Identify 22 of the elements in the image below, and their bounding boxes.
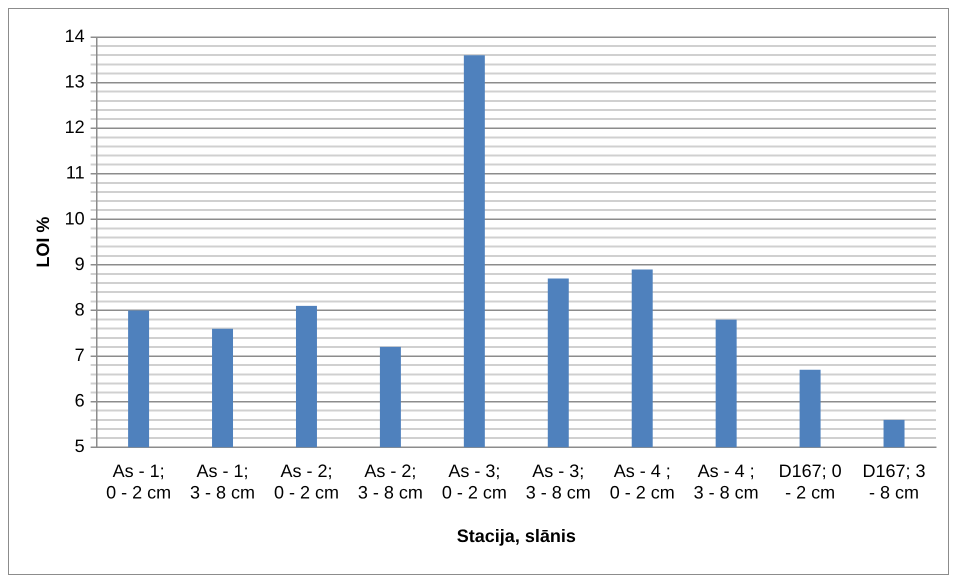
y-tick-label: 14 xyxy=(64,26,85,46)
x-axis-title: Stacija, slānis xyxy=(456,526,576,546)
y-tick-label: 7 xyxy=(74,345,85,366)
x-tick-label: As - 3; 0 - 2 cm xyxy=(442,460,507,503)
y-tick-label: 12 xyxy=(64,117,85,138)
y-tick-label: 6 xyxy=(74,390,85,411)
x-tick-label: As - 2; 0 - 2 cm xyxy=(274,460,339,503)
x-tick-label: As - 3; 3 - 8 cm xyxy=(526,460,591,503)
y-tick-label: 11 xyxy=(66,162,85,183)
x-tick-label: D167; 3 - 8 cm xyxy=(862,460,926,503)
y-axis-title: LOI % xyxy=(32,216,53,268)
x-tick-label: As - 4 ; 3 - 8 cm xyxy=(694,460,759,503)
y-tick-label: 8 xyxy=(74,299,85,320)
x-tick-label: As - 2; 3 - 8 cm xyxy=(358,460,423,503)
x-tick-label: As - 1; 3 - 8 cm xyxy=(190,460,256,503)
x-tick-label: As - 4 ; 0 - 2 cm xyxy=(610,460,675,503)
y-tick-label: 9 xyxy=(74,254,85,274)
y-tick-label: 10 xyxy=(64,208,85,228)
y-tick-label: 13 xyxy=(64,72,85,92)
x-tick-label: As - 1; 0 - 2 cm xyxy=(106,460,172,503)
y-tick-label: 5 xyxy=(74,436,85,456)
x-tick-label: D167; 0 - 2 cm xyxy=(778,460,842,503)
